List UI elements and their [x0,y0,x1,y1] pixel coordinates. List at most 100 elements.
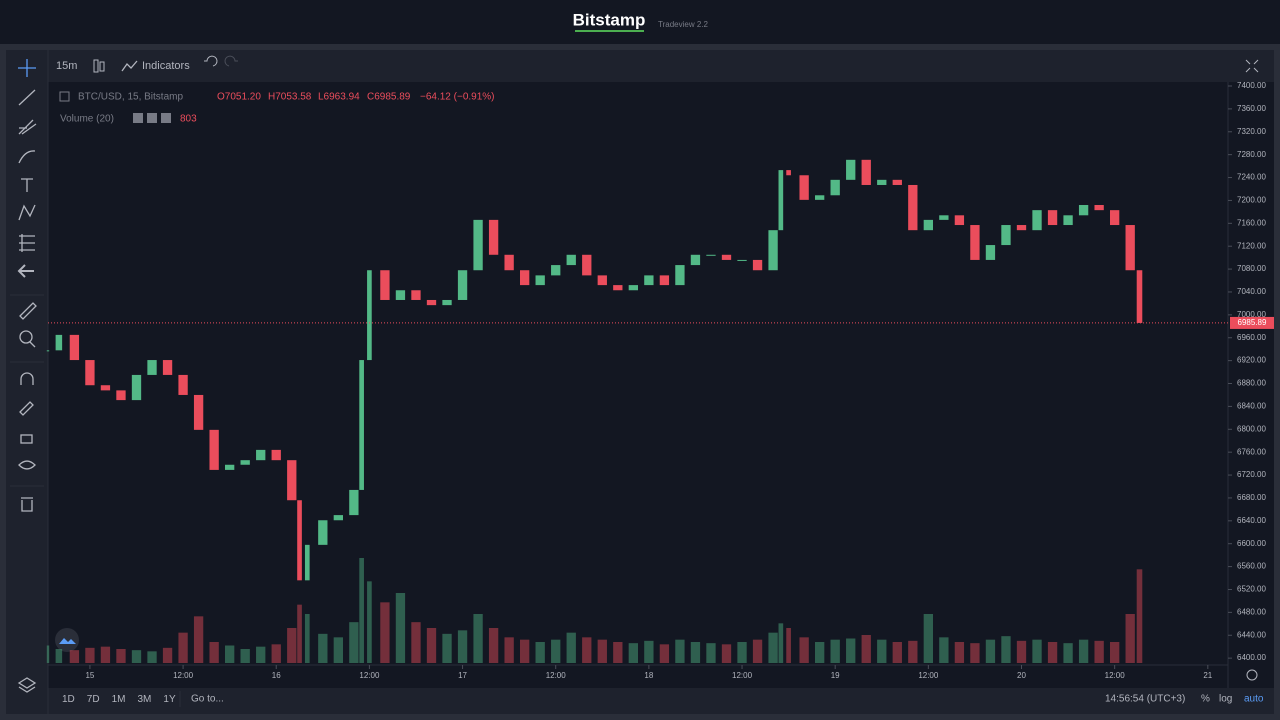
y-tick-label: 6920.00 [1237,356,1266,365]
brand[interactable]: Bitstamp [573,10,646,29]
version: Tradeview 2.2 [658,20,709,29]
study-button[interactable] [147,113,157,123]
candle [240,460,250,465]
lock-draw-tool[interactable] [19,401,34,416]
zoom-handle [29,341,36,348]
volume-bar [752,639,763,663]
candle [778,170,784,231]
crosshair-tool[interactable] [18,59,36,77]
candle [1094,205,1104,211]
candle [582,254,592,276]
volume-bar [892,642,902,663]
candle [46,350,50,352]
range-button[interactable]: 7D [87,694,100,705]
volume-bar [535,642,545,663]
trendline-tool[interactable] [18,89,36,106]
candle [178,374,188,395]
undo-button[interactable] [204,55,218,67]
candle [297,500,302,581]
study-button[interactable] [161,113,171,123]
candle [908,184,918,231]
chart-type-icon [99,61,105,72]
fib-tool[interactable] [18,119,37,135]
text-tool[interactable] [21,178,33,192]
candle [1110,210,1120,226]
zoom-tool[interactable] [19,330,33,344]
lock-tool[interactable] [20,434,33,444]
candle [939,215,949,220]
candle [473,219,483,271]
candle [1016,225,1027,231]
volume-bar [193,616,204,663]
candle [1063,215,1073,226]
y-tick-label: 6720.00 [1237,470,1266,479]
volume-bar [256,646,266,663]
settings-button[interactable] [1246,669,1258,681]
volume-label[interactable]: Volume (20) [60,114,114,125]
range-button[interactable]: 1M [112,694,126,705]
indicators-icon[interactable] [121,60,138,72]
candle [799,175,809,200]
redo-button[interactable] [224,55,238,67]
volume-bar [395,593,406,663]
y-tick-label: 7080.00 [1237,264,1266,273]
candle [349,489,359,516]
volume-bar [737,642,747,663]
volume-bar [582,637,592,663]
interval-button[interactable]: 15m [56,60,77,72]
candle [675,265,685,286]
pattern-tool[interactable] [18,204,36,221]
range-button[interactable]: 3M [138,694,152,705]
trash-tool[interactable] [21,497,33,512]
ohlc-close: C6985.89 [367,92,411,103]
candle [954,215,965,226]
chart-type-icon[interactable] [93,59,99,73]
y-tick-label: 7000.00 [1237,310,1266,319]
measure-tool[interactable] [19,302,37,320]
study-button[interactable] [133,113,143,123]
log-button[interactable]: log [1219,694,1232,705]
visibility-tool[interactable] [18,460,36,470]
indicators-button[interactable]: Indicators [142,60,190,72]
layers-tool[interactable] [17,677,37,693]
volume-bar [297,604,302,663]
y-tick-label: 6760.00 [1237,447,1266,456]
prediction-tool[interactable] [19,234,35,252]
goto-button[interactable]: Go to... [191,694,224,705]
candle [395,290,406,300]
volume-bar [287,628,297,663]
fullscreen-button[interactable] [1245,59,1259,73]
volume-bar [644,640,654,663]
volume-bar [1032,639,1042,663]
y-tick-label: 6960.00 [1237,333,1266,342]
candle [147,360,157,375]
volume-bar [240,649,250,663]
auto-button[interactable]: auto [1244,694,1264,705]
candle [690,254,701,266]
candle [1001,225,1011,246]
range-button[interactable]: 1Y [163,694,176,705]
ohlc-low: L6963.94 [318,92,360,103]
range-button[interactable]: 1D [62,694,75,705]
volume-bar [504,637,514,663]
back-tool[interactable] [17,264,34,278]
candle [304,544,310,581]
x-tick-label: 16 [272,671,281,680]
percent-button[interactable]: % [1201,694,1210,705]
candle [209,429,219,470]
x-tick-label: 19 [831,671,840,680]
y-tick-label: 6560.00 [1237,562,1266,571]
x-tick-label: 12:00 [173,671,194,680]
volume-bar [457,630,468,663]
logo-badge[interactable] [55,628,79,652]
volume-bar [1125,614,1135,663]
x-tick-label: 21 [1203,671,1212,680]
volume-bar [69,650,80,663]
candle [815,195,825,200]
clock: 14:56:54 (UTC+3) [1105,694,1185,705]
volume-bar [908,640,918,663]
brush-tool[interactable] [18,150,36,164]
magnet-tool[interactable] [20,372,34,385]
symbol[interactable]: BTC/USD, 15, Bitstamp [78,92,183,103]
